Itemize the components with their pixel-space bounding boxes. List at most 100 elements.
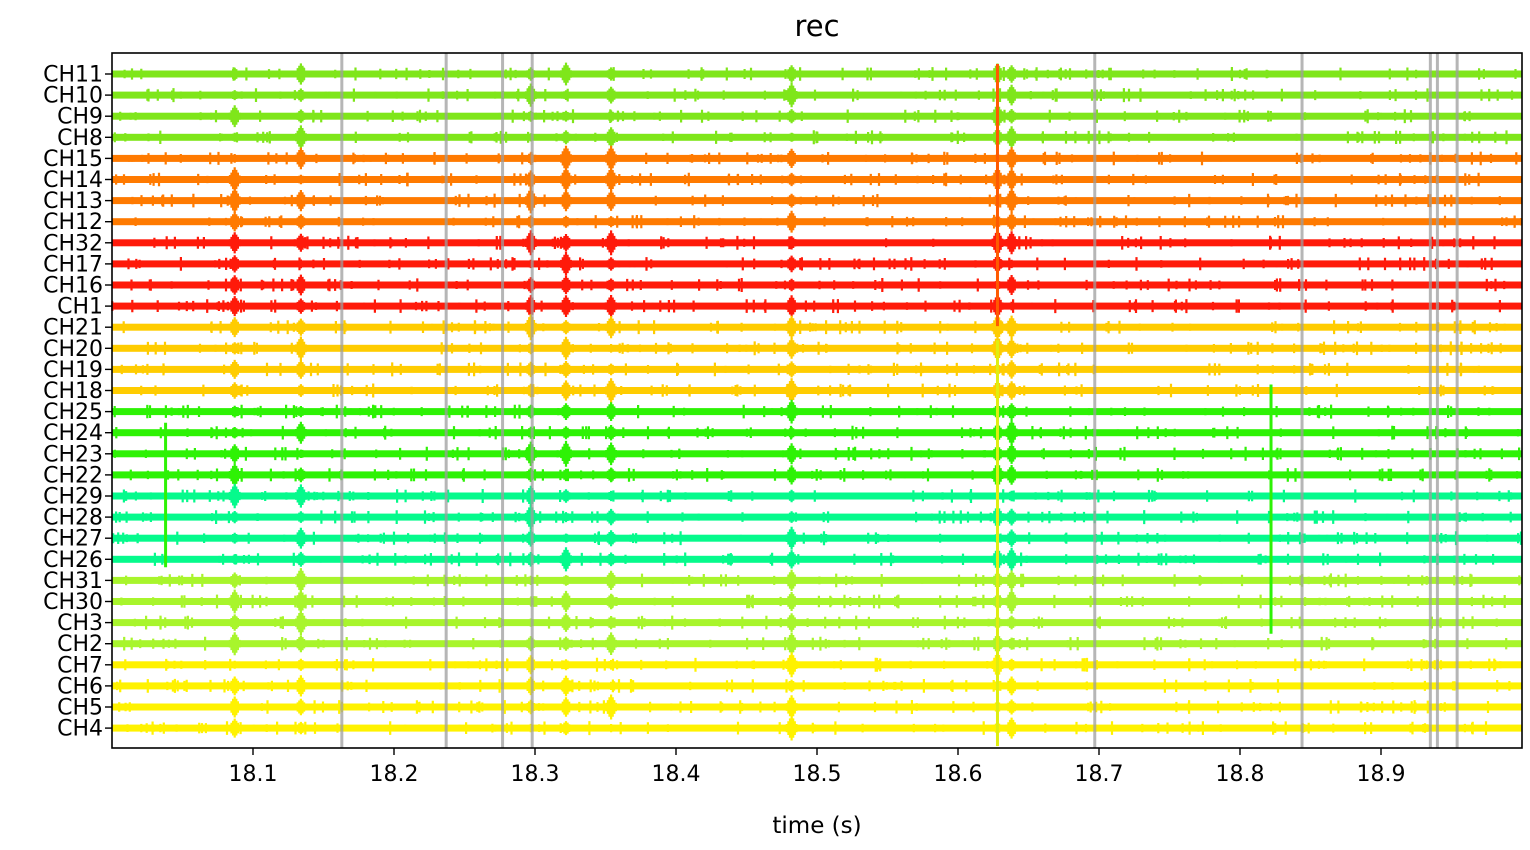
trace-ch2 — [112, 640, 1522, 648]
trace-ch7 — [112, 661, 1522, 669]
spikes-ch24 — [115, 420, 1520, 446]
y-tick-label: CH22 — [43, 463, 103, 488]
spikes-ch30 — [120, 589, 1506, 614]
y-tick-label: CH4 — [57, 717, 103, 742]
spikes-ch1 — [111, 294, 1501, 318]
spikes-ch22 — [129, 462, 1519, 488]
y-tick-label: CH21 — [43, 316, 103, 341]
trace-ch24 — [112, 429, 1522, 437]
y-tick-label: CH24 — [43, 421, 103, 446]
spikes-ch16 — [113, 274, 1509, 296]
spikes-ch32 — [153, 230, 1496, 256]
trace-ch1 — [112, 302, 1522, 310]
y-tick-label: CH17 — [43, 252, 103, 277]
spikes-ch27 — [112, 526, 1523, 550]
chart-title: rec — [794, 9, 839, 43]
x-tick-label: 18.7 — [1075, 762, 1124, 787]
y-tick-label: CH14 — [43, 168, 103, 193]
y-tick-label: CH25 — [43, 400, 103, 425]
spikes-ch8 — [113, 125, 1508, 150]
y-tick-label: CH27 — [43, 527, 103, 552]
x-tick-label: 18.2 — [370, 762, 419, 787]
y-tick-label: CH10 — [43, 84, 103, 109]
y-tick-label: CH15 — [43, 147, 103, 172]
y-tick-label: CH18 — [43, 379, 103, 404]
y-tick-label: CH28 — [43, 506, 103, 531]
spikes-ch29 — [122, 483, 1513, 509]
y-tick-label: CH19 — [43, 358, 103, 383]
x-tick-label: 18.6 — [934, 762, 983, 787]
y-tick-label: CH29 — [43, 485, 103, 510]
y-tick-label: CH2 — [57, 632, 103, 657]
x-tick-label: 18.9 — [1357, 762, 1406, 787]
trace-ch18 — [112, 387, 1522, 394]
y-tick-label: CH32 — [43, 231, 103, 256]
trace-ch5 — [112, 703, 1522, 711]
y-tick-label: CH8 — [57, 126, 103, 151]
y-tick-label: CH11 — [43, 63, 103, 88]
spikes-ch17 — [127, 252, 1493, 276]
y-tick-label: CH1 — [57, 295, 103, 320]
x-tick-label: 18.8 — [1216, 762, 1265, 787]
spikes-ch14 — [115, 167, 1480, 192]
y-tick-label: CH12 — [43, 210, 103, 235]
spikes-ch28 — [115, 504, 1512, 530]
trace-ch19 — [112, 365, 1522, 373]
trace-ch21 — [112, 323, 1522, 331]
y-axis: CH11CH10CH9CH8CH15CH14CH13CH12CH32CH17CH… — [43, 63, 112, 742]
spikes-ch7 — [117, 652, 1517, 678]
x-tick-label: 18.5 — [793, 762, 842, 787]
trace-ch14 — [112, 176, 1522, 183]
trace-ch16 — [112, 281, 1522, 289]
spikes-ch13 — [131, 187, 1501, 214]
y-tick-label: CH31 — [43, 569, 103, 594]
trace-ch23 — [112, 450, 1522, 458]
trace-ch10 — [112, 91, 1522, 99]
spikes-ch2 — [123, 632, 1508, 656]
spikes-ch25 — [113, 399, 1491, 424]
y-tick-label: CH16 — [43, 274, 103, 299]
trace-ch26 — [112, 555, 1522, 563]
spikes-ch5 — [118, 694, 1490, 720]
spikes-ch21 — [122, 314, 1506, 341]
trace-ch30 — [112, 598, 1522, 605]
spikes-ch19 — [120, 359, 1523, 379]
trace-ch32 — [112, 239, 1522, 247]
trace-ch11 — [112, 70, 1522, 78]
spikes-ch31 — [125, 568, 1521, 593]
y-tick-label: CH13 — [43, 189, 103, 214]
y-tick-label: CH26 — [43, 548, 103, 573]
trace-ch25 — [112, 408, 1522, 416]
trace-ch20 — [112, 344, 1522, 352]
trace-ch6 — [112, 682, 1522, 690]
plot-area — [111, 53, 1523, 748]
spikes-ch3 — [133, 610, 1498, 635]
trace-ch27 — [112, 534, 1522, 542]
y-tick-label: CH3 — [57, 611, 103, 636]
trace-ch31 — [112, 576, 1522, 584]
trace-ch9 — [112, 112, 1522, 120]
spikes-ch26 — [153, 547, 1495, 572]
x-axis: 18.1 18.2 18.3 18.4 18.5 18.6 18.7 18.8 18.9 — [229, 748, 1406, 787]
spikes-ch10 — [146, 82, 1514, 108]
y-tick-label: CH20 — [43, 337, 103, 362]
x-axis-label: time (s) — [772, 813, 861, 839]
y-tick-label: CH6 — [57, 674, 103, 699]
trace-ch28 — [112, 513, 1522, 521]
spikes-ch20 — [146, 335, 1502, 361]
x-tick-label: 18.1 — [229, 762, 278, 787]
spikes-ch15 — [128, 145, 1518, 172]
trace-ch17 — [112, 260, 1522, 268]
y-tick-label: CH7 — [57, 653, 103, 678]
spikes-ch12 — [117, 210, 1523, 233]
y-tick-label: CH30 — [43, 590, 103, 615]
x-tick-label: 18.4 — [652, 762, 701, 787]
x-tick-label: 18.3 — [511, 762, 560, 787]
y-tick-label: CH5 — [57, 696, 103, 721]
spikes-ch18 — [129, 378, 1495, 403]
spikes-ch6 — [116, 675, 1511, 697]
spikes-ch9 — [119, 104, 1471, 129]
trace-ch4 — [112, 724, 1522, 732]
trace-ch12 — [112, 218, 1522, 226]
